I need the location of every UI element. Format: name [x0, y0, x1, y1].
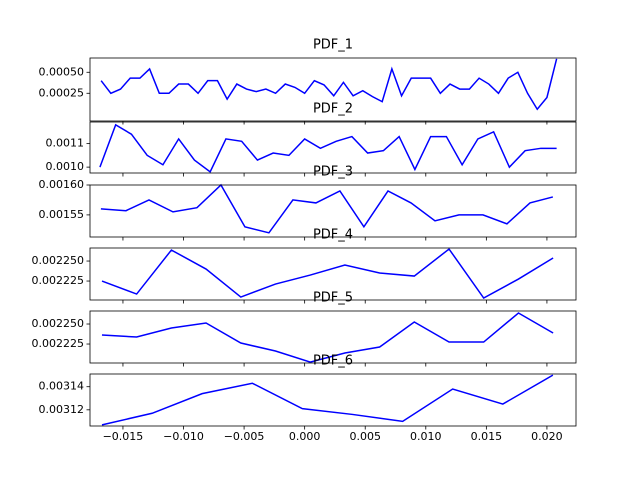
- y-tick-label: 0.00160: [39, 178, 85, 191]
- y-tick-label: 0.002250: [32, 254, 85, 267]
- line: [100, 58, 558, 111]
- x-tick-label: 0.000: [289, 430, 321, 443]
- axes-frame: [89, 121, 577, 174]
- y-tick-label: 0.002225: [32, 274, 85, 287]
- subplot-title: PDF_5: [313, 291, 353, 306]
- subplot-title: PDF_4: [313, 228, 353, 243]
- axes-frame: [89, 310, 577, 364]
- y-tick-label: 0.0011: [46, 137, 85, 150]
- x-tick-label: −0.005: [224, 430, 265, 443]
- y-tick-label: 0.00314: [39, 380, 85, 393]
- y-tick-label: 0.00312: [39, 403, 85, 416]
- axes-frame: [89, 373, 577, 427]
- y-tick-label: 0.002250: [32, 317, 85, 330]
- y-tick-label: 0.00050: [39, 65, 85, 78]
- line: [101, 247, 554, 300]
- x-tick-label: −0.015: [103, 430, 144, 443]
- line: [101, 312, 554, 363]
- axes-frame: [89, 57, 577, 122]
- axes-frame: [89, 184, 577, 238]
- axes-frame: [89, 247, 577, 301]
- x-tick-label: 0.015: [471, 430, 503, 443]
- x-tick-label: 0.005: [349, 430, 381, 443]
- subplot-title: PDF_3: [313, 165, 353, 180]
- y-tick-label: 0.00025: [39, 86, 85, 99]
- y-tick-label: 0.00155: [39, 208, 85, 221]
- x-tick-label: 0.020: [531, 430, 563, 443]
- x-tick-label: 0.010: [410, 430, 442, 443]
- y-tick-label: 0.0010: [46, 160, 85, 173]
- y-tick-label: 0.002225: [32, 337, 85, 350]
- subplot-title: PDF_2: [313, 102, 353, 117]
- line: [100, 183, 554, 234]
- line: [99, 123, 557, 173]
- line: [101, 374, 554, 426]
- subplot-title: PDF_1: [313, 38, 353, 53]
- x-tick-label: −0.010: [163, 430, 204, 443]
- subplot-title: PDF_6: [313, 354, 353, 369]
